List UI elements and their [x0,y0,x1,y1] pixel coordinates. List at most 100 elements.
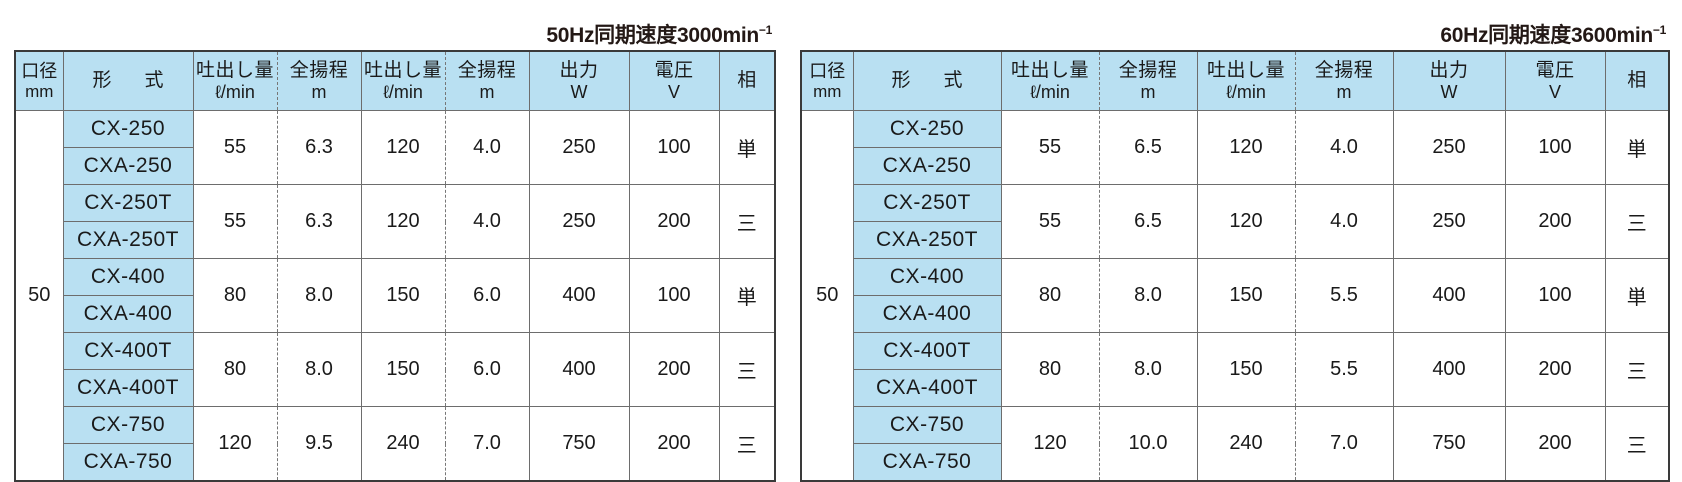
table-title-50hz: 50Hz同期速度3000min−1 [14,22,774,50]
cell-model: CXA-400 [852,295,1002,333]
cell-head-max: 4.0 [1294,110,1394,185]
cell-power: 250 [528,110,630,185]
cell-flow-max: 240 [1196,406,1296,482]
table-row: CXA-400T [15,369,775,407]
cell-flow-50: 80 [192,332,278,407]
cell-model: CXA-400 [62,295,194,333]
header-head-60hz: 全揚程 m [1098,50,1198,111]
header-head-line2: m [311,81,327,102]
header-voltage-line2: V [1548,81,1561,102]
header-head2-line2: m [479,81,495,102]
header-power-line2: W [570,81,588,102]
header-bore: 口径 mm [800,50,854,111]
table-row: CX-400T 80 8.0 150 6.0 400 200 三 [15,332,776,407]
cell-model: CXA-250T [852,221,1002,259]
header-head-50hz: 全揚程 m [276,50,362,111]
header-flow-line1: 吐出し量 [1010,60,1089,82]
header-flow2-line1: 吐出し量 [363,60,442,82]
cell-flow-max: 120 [360,184,446,259]
cell-model: CX-750 [62,406,194,444]
cell-flow-50: 80 [1000,258,1100,333]
cell-head-50: 6.5 [1098,110,1198,185]
cell-head-50: 8.0 [276,258,362,333]
table-header-60hz: 口径 mm 形 式 吐出し量 ℓ/min 全揚程 m 吐出し量 ℓ/min [800,50,1670,111]
header-flow2-line2: ℓ/min [1226,81,1266,102]
cell-voltage: 100 [1504,110,1606,185]
header-phase: 相 [1604,50,1670,111]
header-voltage-line1: 電圧 [654,60,694,82]
cell-model: CXA-750 [62,443,194,482]
header-flow2-line1: 吐出し量 [1206,60,1285,82]
cell-flow-50: 80 [1000,332,1100,407]
header-bore: 口径 mm [14,50,64,111]
cell-model: CXA-250 [852,147,1002,185]
header-head2-line1: 全揚程 [1314,60,1374,82]
header-power-line1: 出力 [559,60,599,82]
header-head2-60hz: 全揚程 m [1294,50,1394,111]
table-row: CXA-250T [801,221,1669,259]
header-power: 出力 W [1392,50,1506,111]
cell-head-50: 8.0 [1098,258,1198,333]
table-body-50hz: 50 CX-250 55 6.3 120 4.0 250 100 単 CXA-250 CX-250T… [14,110,776,482]
cell-flow-50: 55 [1000,184,1100,259]
cell-power: 250 [528,184,630,259]
header-voltage-line1: 電圧 [1535,60,1575,82]
cell-voltage: 200 [1504,332,1606,407]
header-flow-line2: ℓ/min [1030,81,1070,102]
cell-head-max: 5.5 [1294,258,1394,333]
cell-flow-max: 150 [1196,258,1296,333]
cell-voltage: 100 [628,110,720,185]
table-row: CX-750 120 10.0 240 7.0 750 200 三 [801,406,1670,482]
cell-phase: 単 [1604,258,1670,333]
header-flow2-line2: ℓ/min [383,81,423,102]
header-flow2-50hz: 吐出し量 ℓ/min [360,50,446,111]
cell-flow-max: 240 [360,406,446,482]
cell-power: 750 [1392,406,1506,482]
cell-voltage: 200 [1504,406,1606,482]
cell-flow-max: 120 [360,110,446,185]
header-model: 形 式 [852,50,1002,111]
cell-flow-50: 120 [192,406,278,482]
cell-phase: 三 [1604,184,1670,259]
cell-phase: 三 [1604,406,1670,482]
table-row: CX-400T 80 8.0 150 5.5 400 200 三 [801,332,1670,407]
table-row: CX-250T 55 6.3 120 4.0 250 200 三 [15,184,776,259]
cell-head-50: 6.3 [276,184,362,259]
cell-phase: 三 [718,184,776,259]
table-header-50hz: 口径 mm 形 式 吐出し量 ℓ/min 全揚程 m 吐出し量 ℓ/min [14,50,776,111]
cell-voltage: 200 [628,406,720,482]
cell-head-50: 6.3 [276,110,362,185]
table-body-60hz: 50 CX-250 55 6.5 120 4.0 250 100 単 CXA-250 CX-250T… [800,110,1670,482]
table-title-text: 50Hz同期速度3000min [546,24,759,47]
cell-head-50: 8.0 [276,332,362,407]
table-row: CXA-400 [801,295,1669,333]
cell-flow-max: 150 [360,258,446,333]
cell-head-max: 5.5 [1294,332,1394,407]
cell-flow-max: 120 [1196,184,1296,259]
cell-phase: 三 [718,332,776,407]
spec-block-60hz: 60Hz同期速度3600min−1 口径 mm 形 式 吐出し量 [800,22,1670,482]
table-title-superscript: −1 [758,23,772,37]
cell-power: 750 [528,406,630,482]
cell-model: CX-400T [852,332,1002,370]
header-bore-line2: mm [25,81,54,101]
table-row: CXA-400T [801,369,1669,407]
cell-model: CXA-250 [62,147,194,185]
header-flow-50hz: 吐出し量 ℓ/min [192,50,278,111]
cell-flow-50: 55 [192,110,278,185]
header-head2-50hz: 全揚程 m [444,50,530,111]
cell-model: CX-750 [852,406,1002,444]
cell-head-max: 7.0 [1294,406,1394,482]
table-row: CXA-250 [801,147,1669,185]
spec-sheet: 50Hz同期速度3000min−1 口径 mm 形 式 吐出し量 [14,22,1670,482]
cell-phase: 単 [1604,110,1670,185]
header-model: 形 式 [62,50,194,111]
cell-flow-50: 55 [192,184,278,259]
cell-model: CXA-750 [852,443,1002,482]
header-bore-line2: mm [813,81,842,101]
cell-power: 250 [1392,184,1506,259]
table-title-60hz: 60Hz同期速度3600min−1 [800,22,1668,50]
cell-phase: 単 [718,258,776,333]
cell-phase: 単 [718,110,776,185]
header-head-line2: m [1140,81,1156,102]
